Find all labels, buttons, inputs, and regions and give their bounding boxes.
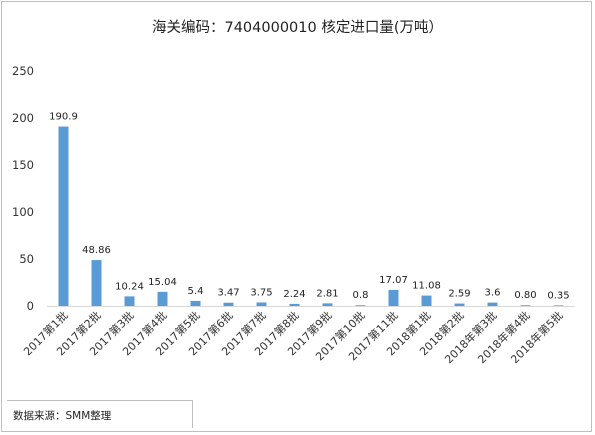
data-label: 0.35 (547, 290, 569, 301)
data-label: 10.24 (115, 281, 144, 292)
bar (487, 302, 498, 306)
data-label: 2.81 (316, 288, 338, 299)
data-label: 15.04 (148, 277, 177, 288)
bar (454, 303, 465, 306)
chart-title: 海关编码：7404000010 核定进口量(万吨） (151, 20, 444, 36)
data-label: 2.59 (448, 289, 470, 300)
data-label: 3.75 (250, 287, 272, 298)
bar (91, 260, 102, 306)
y-tick-label: 100 (12, 205, 34, 219)
y-tick-label: 0 (27, 299, 34, 313)
bar (520, 305, 531, 306)
y-tick-label: 250 (12, 64, 34, 78)
bar (355, 305, 366, 306)
data-label: 17.07 (379, 275, 408, 286)
bar (58, 126, 69, 306)
bar (157, 291, 168, 306)
bar (553, 305, 564, 306)
data-label: 0.80 (514, 290, 536, 301)
bar (289, 303, 300, 306)
data-label: 48.86 (82, 245, 111, 256)
bar (190, 300, 201, 306)
source-box: 数据来源：SMM整理 (7, 400, 193, 428)
data-label: 3.47 (217, 288, 239, 299)
data-label: 2.24 (283, 289, 305, 300)
bar-chart: 050100150200250190.92017第1批48.862017第2批1… (12, 64, 575, 366)
y-tick-label: 200 (12, 111, 34, 125)
bar (223, 302, 234, 306)
data-label: 0.8 (353, 290, 369, 301)
data-label: 190.9 (49, 112, 78, 123)
data-label: 3.6 (485, 288, 501, 299)
data-label: 5.4 (188, 286, 204, 297)
source-text: 数据来源：SMM整理 (13, 410, 112, 422)
bar (421, 295, 432, 306)
bar (256, 302, 267, 306)
y-tick-label: 150 (12, 158, 34, 172)
bar (388, 289, 399, 306)
bar (322, 303, 333, 306)
data-label: 11.08 (412, 281, 441, 292)
y-tick-label: 50 (19, 252, 34, 266)
bar (124, 296, 135, 306)
